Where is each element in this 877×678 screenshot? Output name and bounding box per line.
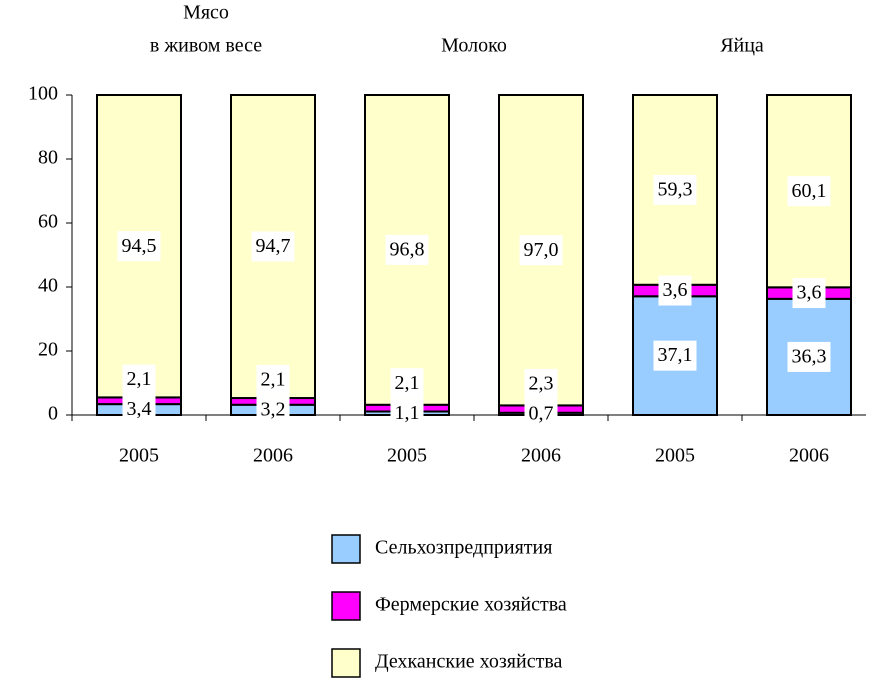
value-label: 3,4 — [127, 398, 152, 420]
value-label-box — [390, 398, 424, 429]
value-label-box — [658, 275, 692, 306]
legend-swatch — [331, 591, 361, 621]
x-tick-label: 2005 — [119, 445, 159, 467]
value-label: 3,2 — [261, 398, 286, 420]
y-tick-label: 80 — [38, 147, 58, 169]
legend-swatch — [331, 534, 361, 564]
value-label-box — [122, 364, 156, 395]
value-label-box — [524, 368, 558, 399]
x-tick-label: 2006 — [789, 445, 829, 467]
value-label: 3,6 — [797, 282, 822, 304]
value-label: 2,1 — [261, 368, 286, 390]
y-tick-label: 40 — [38, 275, 58, 297]
value-label-box — [251, 231, 295, 262]
value-label-box — [524, 398, 558, 429]
value-label: 60,1 — [792, 180, 827, 202]
y-tick-label: 60 — [38, 211, 58, 233]
legend-label: Сельхозпредприятия — [375, 537, 552, 559]
x-tick-label: 2005 — [655, 445, 695, 467]
x-tick-label: 2005 — [387, 445, 427, 467]
value-label: 2,1 — [395, 372, 420, 394]
value-label: 96,8 — [390, 238, 425, 260]
group-label: Мясо — [183, 2, 229, 24]
legend-label: Дехканские хозяйства — [375, 651, 563, 673]
value-label: 59,3 — [658, 178, 693, 200]
y-tick-label: 0 — [48, 403, 58, 425]
group-label: в живом весе — [150, 35, 262, 57]
value-label: 2,1 — [127, 368, 152, 390]
value-label-box — [256, 364, 290, 395]
value-label: 37,1 — [658, 344, 693, 366]
bar-segment — [364, 94, 450, 406]
value-label-box — [787, 176, 831, 207]
value-label-box — [256, 394, 290, 425]
value-label-box — [117, 231, 161, 262]
y-tick-label: 20 — [38, 339, 58, 361]
value-label-box — [385, 234, 429, 265]
value-label-box — [653, 174, 697, 205]
value-label: 0,7 — [529, 402, 554, 424]
value-label-box — [653, 340, 697, 371]
value-label-box — [390, 368, 424, 399]
legend-label: Фермерские хозяйства — [375, 594, 567, 616]
value-label-box — [792, 278, 826, 309]
value-label-box — [787, 341, 831, 372]
value-label: 2,3 — [529, 372, 554, 394]
bar-segment — [766, 94, 852, 289]
value-label: 1,1 — [395, 402, 420, 424]
x-tick-label: 2006 — [521, 445, 561, 467]
value-label: 36,3 — [792, 346, 827, 368]
value-label: 94,5 — [122, 235, 157, 257]
value-label-box — [122, 394, 156, 425]
x-tick-label: 2006 — [253, 445, 293, 467]
value-label: 97,0 — [524, 239, 559, 261]
value-label: 94,7 — [256, 235, 291, 257]
group-label: Молоко — [441, 35, 507, 57]
group-label: Яйца — [720, 35, 764, 57]
value-label-box — [519, 235, 563, 266]
value-label: 3,6 — [663, 279, 688, 301]
legend-swatch — [331, 648, 361, 678]
y-tick-label: 100 — [28, 83, 58, 105]
